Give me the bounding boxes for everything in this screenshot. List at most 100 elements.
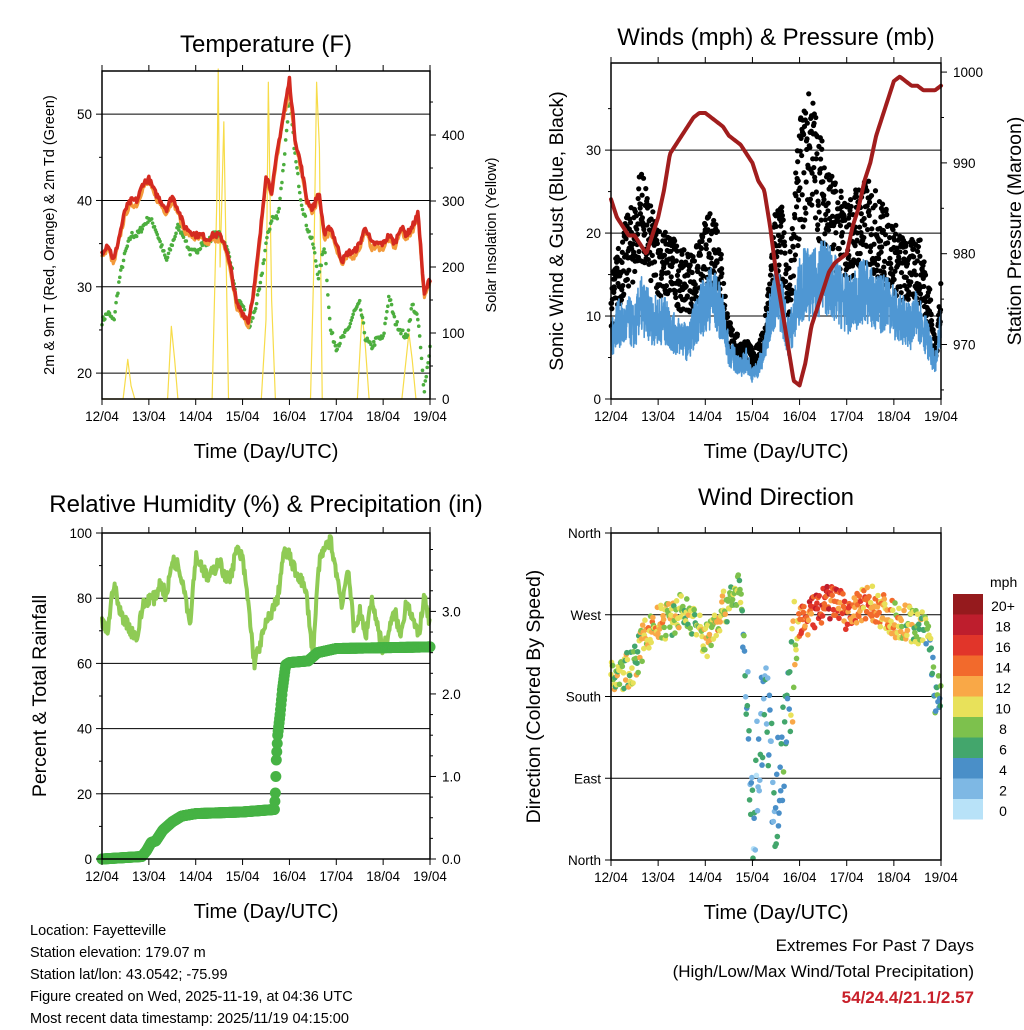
wind-direction-point: [862, 615, 869, 622]
wind-direction-point: [925, 623, 932, 630]
wind-direction-point: [826, 606, 832, 612]
station-info: Location: Fayetteville Station elevation…: [30, 920, 353, 1030]
gust-point: [857, 224, 863, 230]
y-right-tick-label: 1000: [953, 65, 983, 80]
dewpoint-point: [358, 308, 363, 312]
dewpoint-point: [421, 383, 426, 387]
gust-point: [718, 256, 724, 262]
y-axis-label: Direction (Colored By Speed): [523, 570, 545, 824]
wind-direction-point: [765, 762, 772, 769]
precipitation-point: [271, 737, 283, 749]
y-right-tick-label: 2.0: [442, 687, 461, 702]
wind-direction-point: [764, 675, 771, 681]
dewpoint-point: [349, 318, 354, 323]
gust-point: [661, 252, 668, 258]
wind-direction-point: [736, 577, 743, 584]
wind-direction-point: [749, 774, 755, 781]
dewpoint-point: [282, 162, 286, 167]
dewpoint-point: [158, 239, 162, 244]
gust-point: [858, 211, 864, 217]
dewpoint-point: [103, 317, 107, 321]
gust-point: [630, 241, 636, 247]
dewpoint-point: [285, 120, 290, 124]
wind-direction-point: [687, 625, 693, 632]
wind-direction-point: [779, 734, 785, 740]
wind-direction-point: [656, 626, 663, 632]
x-tick-label: 16/04: [783, 870, 817, 885]
wind-direction-point: [876, 609, 882, 616]
gust-point: [799, 152, 805, 159]
gust-point: [872, 219, 878, 225]
wind-direction-point: [722, 611, 729, 617]
dewpoint-point: [409, 307, 414, 311]
wind-direction-point: [648, 639, 654, 646]
gust-point: [853, 194, 860, 200]
wind-direction-point: [752, 847, 759, 853]
gust-point: [788, 297, 794, 303]
gust-point: [864, 243, 870, 249]
dewpoint-point: [257, 287, 262, 291]
gust-point: [615, 245, 621, 252]
gust-point: [795, 197, 802, 203]
gust-point: [693, 289, 699, 295]
gust-point: [611, 286, 617, 292]
wind-direction-point: [836, 615, 842, 622]
dewpoint-point: [269, 219, 274, 223]
dewpoint-point: [184, 239, 189, 243]
y-right-tick-label: 3.0: [442, 604, 461, 619]
dewpoint-point: [328, 328, 333, 333]
dewpoint-point: [423, 379, 428, 383]
gust-point: [632, 268, 638, 275]
dewpoint-point: [168, 248, 173, 252]
wind-direction-point: [796, 611, 802, 617]
wind-direction-point: [622, 677, 629, 683]
gust-point: [913, 272, 919, 278]
legend-label: 20+: [991, 598, 1015, 614]
gust-point: [802, 205, 808, 211]
y-tick-label: 100: [69, 526, 92, 541]
gust-point: [702, 222, 709, 228]
dewpoint-point: [179, 230, 184, 234]
wind-direction-point: [735, 572, 742, 578]
wind-direction-point: [739, 607, 746, 614]
panel-title: Winds (mph) & Pressure (mb): [617, 24, 934, 51]
gust-point: [619, 287, 625, 293]
gust-point: [779, 204, 785, 210]
dewpoint-point: [282, 152, 287, 156]
gust-point: [776, 262, 782, 268]
gust-point: [636, 248, 642, 255]
dewpoint-point: [401, 328, 405, 333]
gust-point: [729, 327, 735, 333]
dewpoint-point: [362, 330, 367, 335]
wind-direction-point: [753, 757, 759, 764]
x-tick-label: 18/04: [877, 870, 911, 885]
dewpoint-point: [195, 251, 200, 255]
gust-point: [801, 170, 807, 176]
dewpoint-point: [327, 316, 332, 321]
y-tick-label: 30: [77, 280, 92, 295]
wind-direction-point: [763, 721, 770, 727]
gust-point: [718, 251, 724, 258]
wind-direction-point: [860, 604, 867, 611]
dewpoint-point: [265, 235, 269, 240]
dewpoint-point: [348, 321, 353, 326]
y-tick-label: 10: [586, 309, 601, 324]
wind-direction-point: [791, 598, 798, 605]
gust-point: [831, 242, 837, 248]
gust-point: [695, 265, 701, 271]
wind-direction-point: [756, 777, 763, 783]
dewpoint-point: [351, 312, 355, 317]
gust-point: [881, 271, 887, 277]
gust-point: [799, 192, 805, 198]
wind-direction-point: [827, 615, 833, 622]
gust-point: [896, 256, 902, 262]
wind-direction-point: [930, 664, 937, 670]
gust-point: [699, 238, 705, 244]
wind-direction-point: [702, 646, 708, 653]
wind-direction-point: [708, 642, 714, 649]
wind-direction-point: [774, 833, 781, 840]
x-tick-label: 15/04: [736, 870, 770, 885]
gust-point: [782, 242, 788, 249]
gust-point: [815, 202, 821, 208]
wind-direction-point: [914, 611, 921, 617]
